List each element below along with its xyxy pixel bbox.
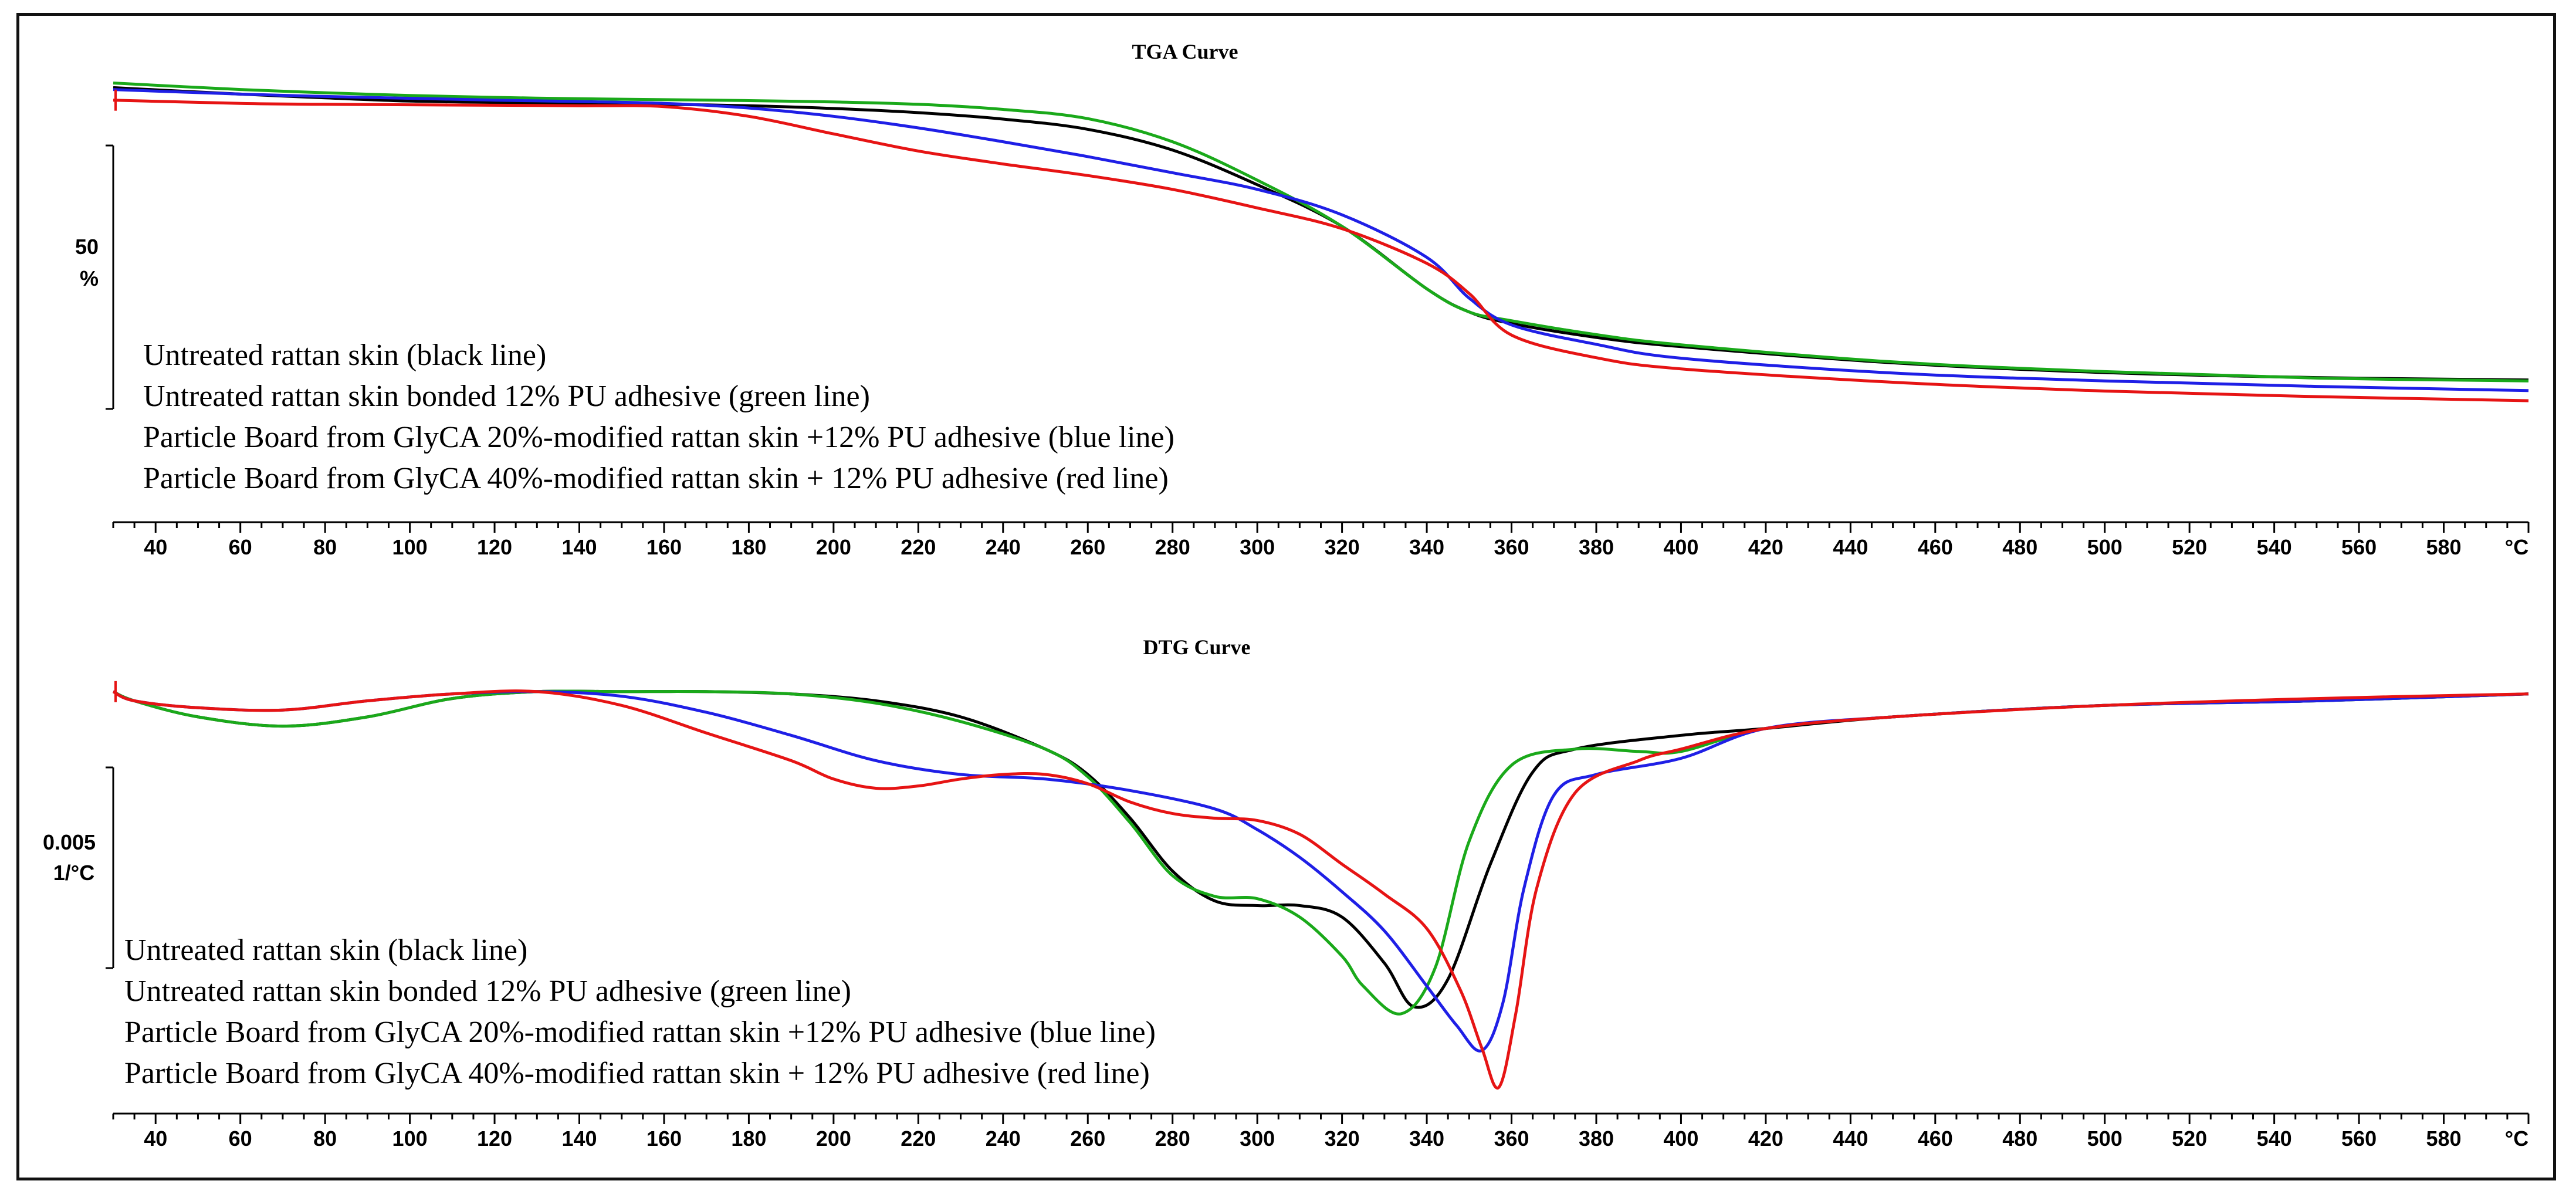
dtg-x-tick-label: 40 xyxy=(144,1126,167,1151)
tga-x-tick-label: 480 xyxy=(2002,535,2037,559)
tga-legend-black: Untreated rattan skin (black line) xyxy=(143,339,546,372)
tga-legend-blue: Particle Board from GlyCA 20%-modified r… xyxy=(143,421,1174,454)
tga-x-tick-label: 140 xyxy=(561,535,597,559)
tga-x-tick-label: 200 xyxy=(816,535,851,559)
tga-x-tick-label: 340 xyxy=(1409,535,1444,559)
dtg-x-tick-label: 380 xyxy=(1579,1126,1614,1151)
tga-legend-red: Particle Board from GlyCA 40%-modified r… xyxy=(143,462,1169,495)
dtg-legend-green: Untreated rattan skin bonded 12% PU adhe… xyxy=(124,975,851,1008)
dtg-x-tick-label: 480 xyxy=(2002,1126,2037,1151)
tga-x-tick-label: 500 xyxy=(2087,535,2123,559)
dtg-series-group xyxy=(112,681,2529,1090)
dtg-x-tick-label: 60 xyxy=(229,1126,252,1151)
dtg-x-tick-label: 540 xyxy=(2257,1126,2292,1151)
tga-x-tick-label: 420 xyxy=(1748,535,1783,559)
tga-panel: TGA Curve 50 % Untreated rattan skin (bl… xyxy=(75,40,2530,559)
tga-x-tick-label: 520 xyxy=(2172,535,2207,559)
tga-x-tick-label: 540 xyxy=(2257,535,2292,559)
dtg-x-tick-label: 560 xyxy=(2341,1126,2377,1151)
tga-title: TGA Curve xyxy=(1132,40,1238,63)
dtg-y-unit: 1/°C xyxy=(53,861,94,885)
dtg-x-tick-label: 280 xyxy=(1155,1126,1190,1151)
tga-x-tick-label: 300 xyxy=(1240,535,1275,559)
tga-x-tick-label: 80 xyxy=(313,535,337,559)
dtg-x-tick-label: 420 xyxy=(1748,1126,1783,1151)
tga-x-unit: °C xyxy=(2505,535,2528,559)
dtg-x-tick-label: 580 xyxy=(2426,1126,2462,1151)
tga-y-scale-label: 50 xyxy=(75,235,99,259)
tga-x-tick-label: 580 xyxy=(2426,535,2462,559)
tga-x-tick-label: 260 xyxy=(1070,535,1105,559)
dtg-x-tick-label: 180 xyxy=(731,1126,766,1151)
tga-x-tick-label: 560 xyxy=(2341,535,2377,559)
dtg-x-tick-label: 120 xyxy=(477,1126,512,1151)
figure-frame xyxy=(16,13,2556,1180)
dtg-title: DTG Curve xyxy=(1143,635,1251,659)
dtg-x-tick-label: 80 xyxy=(313,1126,337,1151)
dtg-legend: Untreated rattan skin (black line) Untre… xyxy=(124,933,1156,1090)
dtg-panel: DTG Curve 0.005 1/°C Untreated rattan sk… xyxy=(43,635,2530,1151)
tga-series-group xyxy=(113,82,2529,402)
tga-x-tick-label: 400 xyxy=(1663,535,1698,559)
tga-x-tick-label: 240 xyxy=(986,535,1021,559)
tga-x-tick-label: 360 xyxy=(1494,535,1529,559)
tga-x-tick-label: 280 xyxy=(1155,535,1190,559)
tga-series-red-line xyxy=(113,99,2529,402)
tga-x-tick-label: 460 xyxy=(1918,535,1953,559)
dtg-x-unit: °C xyxy=(2505,1126,2528,1151)
tga-legend: Untreated rattan skin (black line) Untre… xyxy=(143,339,1174,495)
tga-x-tick-label: 120 xyxy=(477,535,512,559)
dtg-x-tick-label: 240 xyxy=(986,1126,1021,1151)
tga-legend-green: Untreated rattan skin bonded 12% PU adhe… xyxy=(143,380,870,413)
dtg-x-tick-label: 300 xyxy=(1240,1126,1275,1151)
dtg-x-tick-label: 400 xyxy=(1663,1126,1698,1151)
dtg-series-red-line xyxy=(112,689,2529,1090)
tga-x-tick-label: 100 xyxy=(392,535,428,559)
dtg-x-tick-label: 100 xyxy=(392,1126,428,1151)
tga-x-tick-label: 160 xyxy=(646,535,682,559)
tga-x-tick-label: 60 xyxy=(229,535,252,559)
tga-x-ticks: 40 60 80 100 120 140 160 180 200 220 240 260 280 300 3… xyxy=(112,522,2530,559)
dtg-x-ticks: 40 60 80 100 120 140 160 180 200 220 240 260 280 300 3… xyxy=(112,1114,2530,1151)
dtg-x-tick-label: 520 xyxy=(2172,1126,2207,1151)
tga-x-tick-label: 40 xyxy=(144,535,167,559)
tga-y-unit: % xyxy=(80,266,99,290)
dtg-x-tick-label: 440 xyxy=(1833,1126,1868,1151)
tga-series-black-line xyxy=(113,86,2529,382)
dtg-legend-black: Untreated rattan skin (black line) xyxy=(124,933,527,967)
tga-x-tick-label: 180 xyxy=(731,535,766,559)
dtg-x-tick-label: 140 xyxy=(561,1126,597,1151)
tga-x-tick-label: 440 xyxy=(1833,535,1868,559)
tga-x-tick-label: 380 xyxy=(1579,535,1614,559)
tga-series-blue-line xyxy=(113,88,2529,393)
dtg-x-tick-label: 340 xyxy=(1409,1126,1444,1151)
dtg-legend-blue: Particle Board from GlyCA 20%-modified r… xyxy=(124,1016,1156,1049)
dtg-x-tick-label: 500 xyxy=(2087,1126,2123,1151)
dtg-x-tick-label: 160 xyxy=(646,1126,682,1151)
dtg-x-tick-label: 320 xyxy=(1325,1126,1360,1151)
dtg-x-tick-label: 360 xyxy=(1494,1126,1529,1151)
dtg-x-tick-label: 200 xyxy=(816,1126,851,1151)
tga-series-green-line xyxy=(113,82,2529,383)
dtg-x-tick-label: 220 xyxy=(901,1126,936,1151)
dtg-y-scale-label: 0.005 xyxy=(43,830,96,854)
dtg-legend-red: Particle Board from GlyCA 40%-modified r… xyxy=(124,1057,1150,1090)
dtg-x-tick-label: 260 xyxy=(1070,1126,1105,1151)
tga-x-tick-label: 220 xyxy=(901,535,936,559)
dtg-x-tick-label: 460 xyxy=(1918,1126,1953,1151)
tga-x-tick-label: 320 xyxy=(1325,535,1360,559)
